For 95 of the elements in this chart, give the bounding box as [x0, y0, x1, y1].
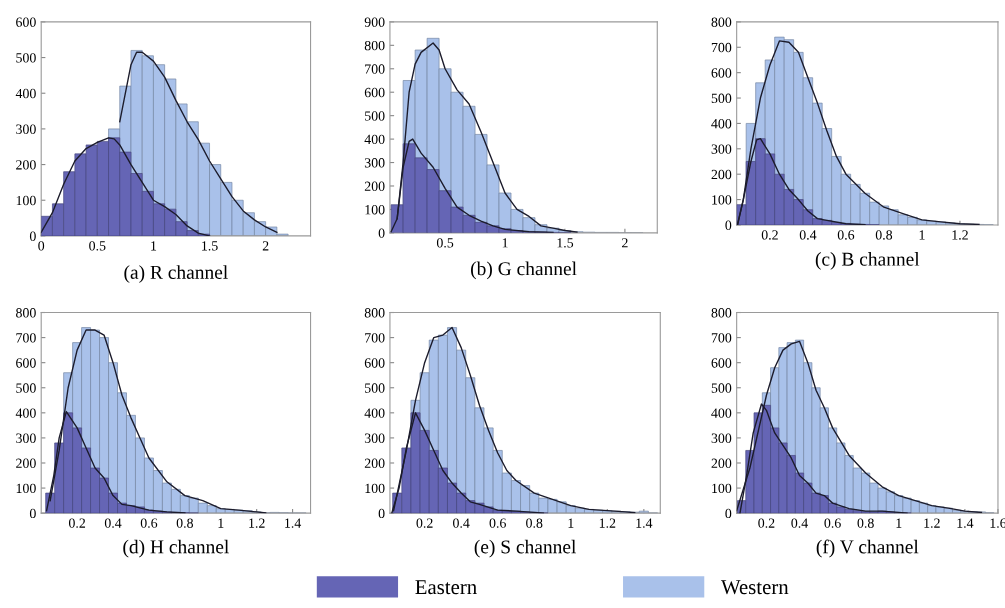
y-tick-label: 100: [365, 205, 385, 215]
y-tick-label: 0: [725, 220, 732, 230]
y-tick-label: 100: [712, 483, 732, 494]
y-tick-label: 400: [364, 408, 385, 418]
text: (f) V channel: [816, 539, 919, 558]
y-tick-label: 800: [364, 40, 385, 51]
y-tick-label: 800: [364, 308, 385, 318]
x-tick-label: 1.2: [924, 518, 940, 528]
y-tick-label: 300: [711, 144, 732, 154]
y-tick-label: 200: [711, 458, 732, 468]
y-tick-label: 200: [16, 160, 36, 170]
y-tick-label: 300: [364, 433, 385, 443]
x-tick-label: 1.5: [557, 238, 574, 248]
y-tick-label: 500: [365, 383, 385, 393]
y-tick-label: 600: [364, 358, 385, 368]
x-tick-label: 1.4: [285, 518, 302, 528]
x-tick-label: 1: [502, 238, 508, 248]
y-tick-label: 600: [364, 87, 385, 98]
x-tick-label: 0.6: [824, 518, 841, 528]
x-tick-label: 0.8: [176, 518, 193, 528]
y-tick-label: 0: [29, 508, 36, 519]
x-tick-label: 0.4: [104, 518, 122, 528]
x-tick-label: 1: [919, 230, 925, 240]
y-tick-label: 300: [711, 433, 732, 443]
x-tick-label: 0.2: [416, 518, 433, 528]
x-tick-label: 0.5: [436, 238, 454, 248]
y-tick-label: 200: [16, 458, 36, 468]
y-tick-label: 400: [364, 134, 385, 145]
y-tick-label: 700: [365, 333, 385, 343]
x-tick-label: 0.2: [68, 518, 86, 528]
x-tick-label: 1.2: [599, 518, 616, 528]
y-tick-label: 800: [711, 308, 732, 318]
y-tick-label: 600: [711, 68, 732, 78]
y-tick-label: 200: [364, 181, 385, 191]
y-tick-label: 500: [16, 53, 36, 63]
x-tick-label: 0.8: [857, 518, 874, 528]
x-tick-label: 2: [622, 238, 628, 248]
y-tick-label: 600: [711, 358, 732, 368]
x-tick-label: 0.6: [489, 518, 506, 528]
y-tick-label: 100: [16, 195, 36, 206]
x-tick-label: 1: [568, 518, 574, 528]
legend-label: Eastern: [415, 580, 477, 595]
y-tick-label: 200: [711, 169, 732, 180]
y-tick-label: 300: [16, 124, 36, 134]
y-tick-label: 700: [711, 42, 732, 53]
y-tick-label: 300: [364, 158, 385, 168]
y-tick-label: 700: [365, 64, 385, 74]
y-tick-label: 400: [711, 408, 732, 418]
x-tick-label: 1.4: [957, 518, 974, 528]
y-tick-label: 0: [378, 508, 385, 519]
x-tick-label: 0.6: [140, 518, 158, 528]
x-tick-label: 0.8: [526, 518, 543, 528]
x-tick-label: 0.2: [761, 230, 778, 240]
x-tick-label: 0.8: [875, 230, 893, 240]
x-tick-label: 0.4: [791, 518, 808, 528]
text: (d) H channel: [123, 539, 229, 558]
x-tick-label: 1.2: [952, 230, 968, 240]
y-tick-label: 100: [365, 483, 385, 494]
y-tick-label: 400: [711, 119, 732, 129]
text: (a) R channel: [124, 265, 228, 283]
y-tick-label: 400: [15, 88, 36, 99]
x-tick-label: 0.6: [837, 230, 855, 240]
x-tick-label: 0: [38, 241, 45, 251]
y-tick-label: 600: [16, 17, 36, 27]
y-tick-label: 200: [364, 458, 385, 468]
y-tick-label: 0: [725, 508, 732, 519]
y-tick-label: 500: [711, 383, 732, 393]
x-tick-label: 1: [896, 518, 902, 528]
y-tick-label: 700: [16, 333, 36, 343]
y-tick-label: 100: [16, 483, 36, 494]
x-tick-label: 1.5: [202, 241, 218, 251]
y-tick-label: 500: [16, 383, 36, 393]
x-tick-label: 0.5: [89, 241, 106, 251]
x-tick-label: 0.4: [799, 230, 817, 240]
y-tick-label: 400: [15, 408, 36, 418]
x-tick-label: 2: [262, 241, 269, 251]
y-tick-label: 800: [16, 308, 36, 318]
y-tick-label: 600: [16, 358, 36, 368]
y-tick-label: 800: [711, 17, 732, 27]
y-tick-label: 300: [16, 433, 36, 443]
x-tick-label: 1.2: [249, 518, 265, 528]
x-tick-label: 0.2: [758, 518, 775, 528]
text: (e) S channel: [474, 539, 577, 558]
legend-label: Western: [720, 580, 789, 595]
y-tick-label: 900: [364, 17, 385, 27]
text: (b) G channel: [471, 261, 577, 280]
x-tick-label: 1: [151, 241, 157, 251]
y-tick-label: 100: [712, 195, 732, 205]
x-tick-label: 0.4: [453, 518, 470, 528]
y-tick-label: 700: [711, 333, 732, 343]
x-tick-label: 1: [218, 518, 224, 528]
y-tick-label: 500: [365, 111, 385, 121]
y-tick-label: 500: [711, 93, 732, 103]
x-tick-label: 1.4: [636, 518, 653, 528]
text: (c) B channel: [815, 252, 920, 270]
